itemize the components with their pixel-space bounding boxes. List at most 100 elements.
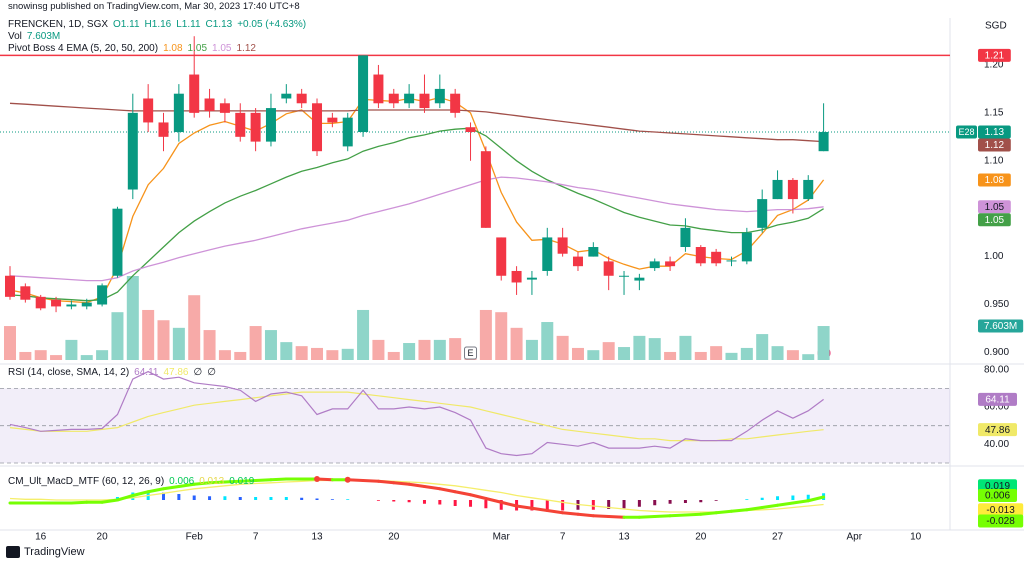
macd-line-segment xyxy=(69,500,89,505)
rsi-header-extra: ∅ xyxy=(207,367,216,378)
x-tick-label: Feb xyxy=(186,532,204,543)
macd-histogram-bar xyxy=(668,500,672,504)
candle-body xyxy=(404,93,415,104)
macd-histogram-bar xyxy=(315,498,319,500)
macd-line-segment xyxy=(561,511,580,516)
volume-bar xyxy=(19,351,32,360)
macd-line-segment xyxy=(422,485,442,491)
candle-body xyxy=(373,74,384,104)
ohlc: C1.13 xyxy=(205,19,233,30)
symbol-code-box xyxy=(956,125,977,139)
candle-body xyxy=(112,208,123,276)
candle-body xyxy=(680,227,691,248)
last-price-label: 1.13 xyxy=(985,127,1005,138)
volume-bar xyxy=(817,326,830,360)
macd-line-segment xyxy=(361,479,380,483)
macd-line-segment xyxy=(591,514,611,518)
candle-body xyxy=(787,179,798,200)
macd-line-segment xyxy=(376,479,396,485)
macd-histogram-bar xyxy=(254,497,258,500)
macd-histogram-bar xyxy=(591,500,595,510)
macd-histogram-bar xyxy=(653,500,657,506)
volume-bar xyxy=(96,350,109,360)
y-tick-label: 40.00 xyxy=(984,439,1009,450)
ema-value-label-box xyxy=(978,200,1011,214)
volume-bar xyxy=(403,343,416,360)
macd-turn-dot xyxy=(314,476,321,482)
candle-body xyxy=(388,93,399,104)
volume-bar xyxy=(218,350,231,360)
y-tick-label: 80.00 xyxy=(984,364,1009,375)
rsi-value-label-box xyxy=(978,423,1017,437)
candle-body xyxy=(572,256,583,267)
macd-value-label-box xyxy=(978,503,1024,517)
candle-body xyxy=(342,117,353,147)
macd-histogram-bar xyxy=(284,497,288,500)
x-tick-label: Mar xyxy=(493,532,511,543)
macd-histogram-bar xyxy=(177,494,181,500)
macd-histogram-bar xyxy=(330,499,334,500)
ema-header-value: 1.05 xyxy=(212,43,232,54)
macd-histogram-bar xyxy=(714,500,718,501)
volume-bar xyxy=(387,351,400,360)
candle-body xyxy=(634,277,645,281)
candle-body xyxy=(480,151,491,228)
rsi-title: RSI (14, close, SMA, 14, 2) xyxy=(8,367,130,378)
x-tick-label: 20 xyxy=(388,532,400,543)
rsi-header-extra: ∅ xyxy=(193,367,203,378)
macd-histogram-bar xyxy=(699,500,703,503)
candle-body xyxy=(419,93,430,109)
ema-value-label: 1.05 xyxy=(985,202,1005,213)
macd-line-segment xyxy=(453,490,473,497)
volume-bar xyxy=(341,348,354,360)
ohlc: L1.11 xyxy=(176,19,201,30)
macd-signal-line xyxy=(9,479,824,513)
candle-body xyxy=(526,277,537,280)
volume-bar xyxy=(771,346,784,360)
macd-value-label: -0.013 xyxy=(986,505,1015,516)
x-tick-label: 13 xyxy=(618,532,630,543)
volume-bar xyxy=(264,330,277,360)
volume-bar xyxy=(510,327,523,360)
macd-line-segment xyxy=(683,512,703,517)
ema-value-label: 1.08 xyxy=(985,175,1005,186)
volume-bar xyxy=(740,347,753,360)
volume-header: Vol 7.603M xyxy=(8,31,65,42)
hline-label-box xyxy=(978,48,1011,62)
macd-line-segment xyxy=(545,509,565,515)
volume-bar xyxy=(449,338,462,360)
macd-histogram-bar xyxy=(300,497,304,500)
macd-line-segment xyxy=(146,487,166,494)
candle-body xyxy=(173,93,184,133)
candle-body xyxy=(158,122,169,137)
macd-line-segment xyxy=(238,479,258,483)
candle-body xyxy=(35,296,46,309)
candle-body xyxy=(465,127,476,133)
macd-histogram-bar xyxy=(208,496,212,500)
macd-line-segment xyxy=(438,487,457,494)
symbol-code: E28 xyxy=(958,127,974,137)
macd-histogram-bar xyxy=(760,497,764,500)
macd-histogram-bar xyxy=(561,500,565,511)
macd-line-segment xyxy=(131,490,150,497)
volume-bar xyxy=(479,309,492,360)
volume-bar xyxy=(65,339,78,360)
volume-bar xyxy=(34,350,47,360)
candle-body xyxy=(450,93,461,113)
volume-bar xyxy=(541,322,554,360)
macd-line-segment xyxy=(162,485,181,491)
rsi-header: RSI (14, close, SMA, 14, 2) 64.11 47.86 ∅ ∅ xyxy=(8,367,221,378)
candle-body xyxy=(204,98,215,111)
macd-histogram-bar xyxy=(637,500,641,507)
macd-value-label-box xyxy=(978,514,1024,528)
macd-line-segment xyxy=(776,501,795,507)
macd-histogram-bar xyxy=(622,500,626,509)
macd-histogram-bar xyxy=(484,500,488,509)
candle-body xyxy=(803,179,814,200)
candle-body xyxy=(20,286,31,300)
macd-histogram-bar xyxy=(162,492,166,500)
rsi-header-value: 64.11 xyxy=(134,367,159,378)
volume-bar xyxy=(188,295,201,360)
volume-bar xyxy=(157,320,170,360)
candle-body xyxy=(665,261,676,267)
